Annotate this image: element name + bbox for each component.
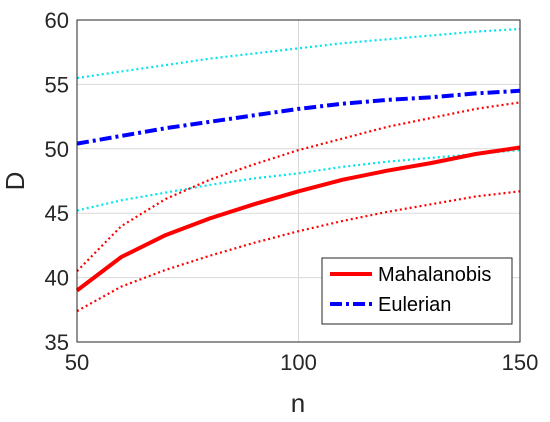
x-tick-label: 150 <box>502 350 539 375</box>
series-line-eulerian <box>76 88 521 146</box>
y-tick-label: 40 <box>45 266 69 291</box>
legend-label-mahalanobis: Mahalanobis <box>378 264 491 286</box>
tick-labels: 50 100 150 35 40 45 50 55 60 <box>45 8 539 375</box>
legend-label-eulerian: Eulerian <box>378 294 451 316</box>
y-tick-label: 45 <box>45 201 69 226</box>
series-line-red-dotted-2 <box>76 101 521 272</box>
y-tick-label: 60 <box>45 8 69 33</box>
series-line-cyan-dotted-5 <box>76 149 521 212</box>
legend: Mahalanobis Eulerian <box>321 257 513 325</box>
series-layer <box>75 27 521 313</box>
legend-box <box>321 257 513 325</box>
plot-frame <box>76 19 521 343</box>
grid <box>77 20 520 342</box>
y-tick-label: 50 <box>45 137 69 162</box>
x-axis-label: n <box>291 388 305 418</box>
x-tick-label: 50 <box>65 350 89 375</box>
x-tick-label: 100 <box>280 350 317 375</box>
series-line-cyan-dotted-4 <box>76 27 521 80</box>
y-tick-label: 55 <box>45 72 69 97</box>
y-axis-label: D <box>0 172 30 191</box>
series-line-red-dotted-3 <box>76 190 521 313</box>
series-line-mahalanobis <box>75 145 521 293</box>
y-tick-label: 35 <box>45 330 69 355</box>
